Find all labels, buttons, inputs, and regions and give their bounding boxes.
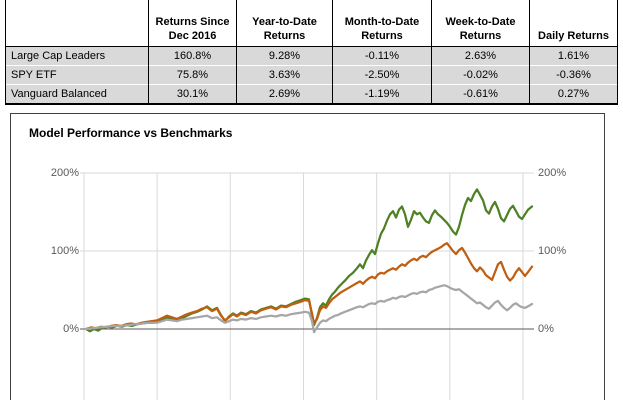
y-axis-tick-left-200: 200% <box>50 167 79 179</box>
y-axis-tick-left-100: 100% <box>50 245 79 257</box>
row-name-spy-etf: SPY ETF <box>5 65 149 85</box>
chart-title: Model Performance vs Benchmarks <box>29 126 233 140</box>
cell-vb-mtd: -1.19% <box>332 84 432 105</box>
y-axis-tick-left-0: 0% <box>63 323 79 335</box>
cell-vb-daily: 0.27% <box>529 84 618 105</box>
series-line-spy-etf <box>84 242 534 331</box>
cell-spy-mtd: -2.50% <box>332 65 432 85</box>
header-year-to-date-returns: Year-to-Date Returns <box>236 0 333 47</box>
header-week-to-date-returns: Week-to-Date Returns <box>431 0 530 47</box>
table-row-vanguard-balanced: Vanguard Balanced 30.1% 2.69% -1.19% -0.… <box>5 84 618 105</box>
cell-spy-since-dec-2016: 75.8% <box>148 65 237 85</box>
header-daily-returns: Daily Returns <box>529 0 618 47</box>
row-name-vanguard-balanced: Vanguard Balanced <box>5 84 149 105</box>
row-name-large-cap-leaders: Large Cap Leaders <box>5 46 149 66</box>
cell-spy-daily: -0.36% <box>529 65 618 85</box>
cell-lcl-mtd: -0.11% <box>332 46 432 66</box>
header-month-to-date-returns: Month-to-Date Returns <box>332 0 432 47</box>
series-line-large-cap-leaders <box>84 188 534 333</box>
cell-lcl-since-dec-2016: 160.8% <box>148 46 237 66</box>
table-header-row: Returns Since Dec 2016 Year-to-Date Retu… <box>5 0 618 47</box>
cell-spy-ytd: 3.63% <box>236 65 333 85</box>
cell-lcl-ytd: 9.28% <box>236 46 333 66</box>
cell-vb-since-dec-2016: 30.1% <box>148 84 237 105</box>
returns-table: Returns Since Dec 2016 Year-to-Date Retu… <box>5 0 618 105</box>
cell-spy-wtd: -0.02% <box>431 65 530 85</box>
y-axis-tick-right-200: 200% <box>538 167 567 179</box>
header-blank <box>5 0 149 47</box>
cell-vb-ytd: 2.69% <box>236 84 333 105</box>
y-axis-tick-right-100: 100% <box>538 245 567 257</box>
cell-vb-wtd: -0.61% <box>431 84 530 105</box>
cell-lcl-daily: 1.61% <box>529 46 618 66</box>
table-row-large-cap-leaders: Large Cap Leaders 160.8% 9.28% -0.11% 2.… <box>5 46 618 66</box>
y-axis-tick-right-0: 0% <box>538 323 554 335</box>
performance-chart-card: Model Performance vs Benchmarks 200% 100… <box>10 113 605 400</box>
series-line-vanguard-balanced <box>84 284 534 334</box>
table-row-spy-etf: SPY ETF 75.8% 3.63% -2.50% -0.02% -0.36% <box>5 65 618 85</box>
header-returns-since-dec-2016: Returns Since Dec 2016 <box>148 0 237 47</box>
performance-line-chart <box>80 172 534 400</box>
cell-lcl-wtd: 2.63% <box>431 46 530 66</box>
